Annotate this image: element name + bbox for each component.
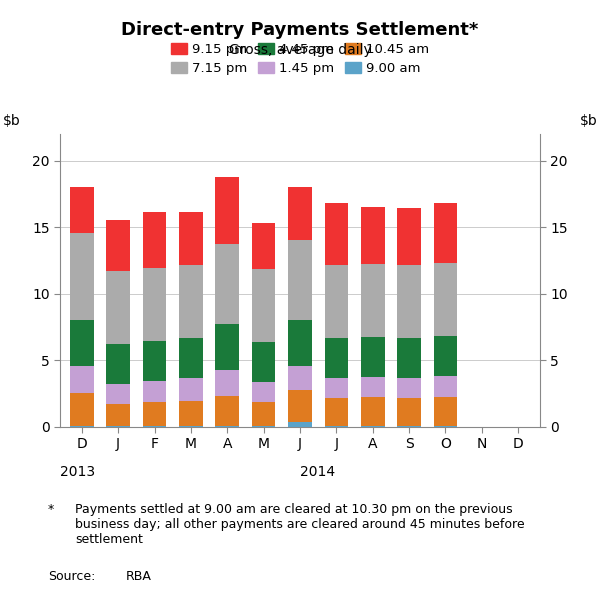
Bar <box>106 404 130 426</box>
Bar <box>143 381 166 403</box>
Bar <box>215 396 239 426</box>
Bar <box>106 384 130 404</box>
Bar <box>70 187 94 234</box>
Bar <box>252 223 275 269</box>
Bar <box>361 337 385 377</box>
Text: $b: $b <box>2 114 20 128</box>
Bar <box>325 203 348 265</box>
Bar <box>143 341 166 381</box>
Bar <box>179 339 203 378</box>
Text: *: * <box>48 503 54 516</box>
Bar <box>215 370 239 396</box>
Bar <box>325 339 348 378</box>
Bar <box>70 393 94 426</box>
Bar <box>215 244 239 324</box>
Bar <box>179 212 203 265</box>
Bar <box>397 265 421 339</box>
Bar <box>325 398 348 426</box>
Bar <box>179 265 203 339</box>
Bar <box>288 422 312 427</box>
Bar <box>70 320 94 367</box>
Legend: 9.15 pm, 7.15 pm, 4.45 pm, 1.45 pm, 10.45 am, 9.00 am: 9.15 pm, 7.15 pm, 4.45 pm, 1.45 pm, 10.4… <box>166 38 434 81</box>
Bar <box>179 378 203 401</box>
Bar <box>70 234 94 320</box>
Bar <box>288 367 312 390</box>
Bar <box>361 426 385 427</box>
Text: Payments settled at 9.00 am are cleared at 10.30 pm on the previous
business day: Payments settled at 9.00 am are cleared … <box>75 503 524 546</box>
Text: RBA: RBA <box>126 570 152 583</box>
Bar <box>215 178 239 244</box>
Bar <box>252 269 275 342</box>
Text: 2014: 2014 <box>300 465 335 479</box>
Bar <box>434 263 457 336</box>
Text: $b: $b <box>580 114 598 128</box>
Bar <box>252 403 275 426</box>
Bar <box>434 397 457 426</box>
Bar <box>288 240 312 320</box>
Bar <box>397 208 421 265</box>
Bar <box>434 376 457 397</box>
Bar <box>179 401 203 426</box>
Bar <box>106 271 130 344</box>
Text: 2013: 2013 <box>60 465 95 479</box>
Bar <box>215 426 239 427</box>
Bar <box>325 265 348 339</box>
Bar <box>397 426 421 427</box>
Bar <box>215 324 239 370</box>
Bar <box>106 220 130 271</box>
Bar <box>361 377 385 397</box>
Bar <box>325 378 348 398</box>
Bar <box>252 382 275 403</box>
Bar <box>397 339 421 378</box>
Bar <box>361 264 385 337</box>
Bar <box>70 367 94 393</box>
Bar <box>434 203 457 263</box>
Bar <box>397 398 421 426</box>
Bar <box>70 426 94 427</box>
Bar <box>106 344 130 384</box>
Bar <box>179 426 203 427</box>
Bar <box>288 390 312 422</box>
Bar <box>143 403 166 426</box>
Bar <box>106 426 130 427</box>
Text: Gross, average daily: Gross, average daily <box>229 43 371 57</box>
Bar <box>434 426 457 427</box>
Text: Source:: Source: <box>48 570 95 583</box>
Bar <box>288 320 312 367</box>
Bar <box>361 397 385 426</box>
Bar <box>252 426 275 427</box>
Bar <box>143 212 166 268</box>
Bar <box>143 426 166 427</box>
Bar <box>252 342 275 382</box>
Bar <box>397 378 421 398</box>
Bar <box>325 426 348 427</box>
Bar <box>143 268 166 341</box>
Bar <box>361 207 385 264</box>
Text: Direct-entry Payments Settlement*: Direct-entry Payments Settlement* <box>121 21 479 40</box>
Bar <box>288 187 312 240</box>
Bar <box>434 336 457 376</box>
